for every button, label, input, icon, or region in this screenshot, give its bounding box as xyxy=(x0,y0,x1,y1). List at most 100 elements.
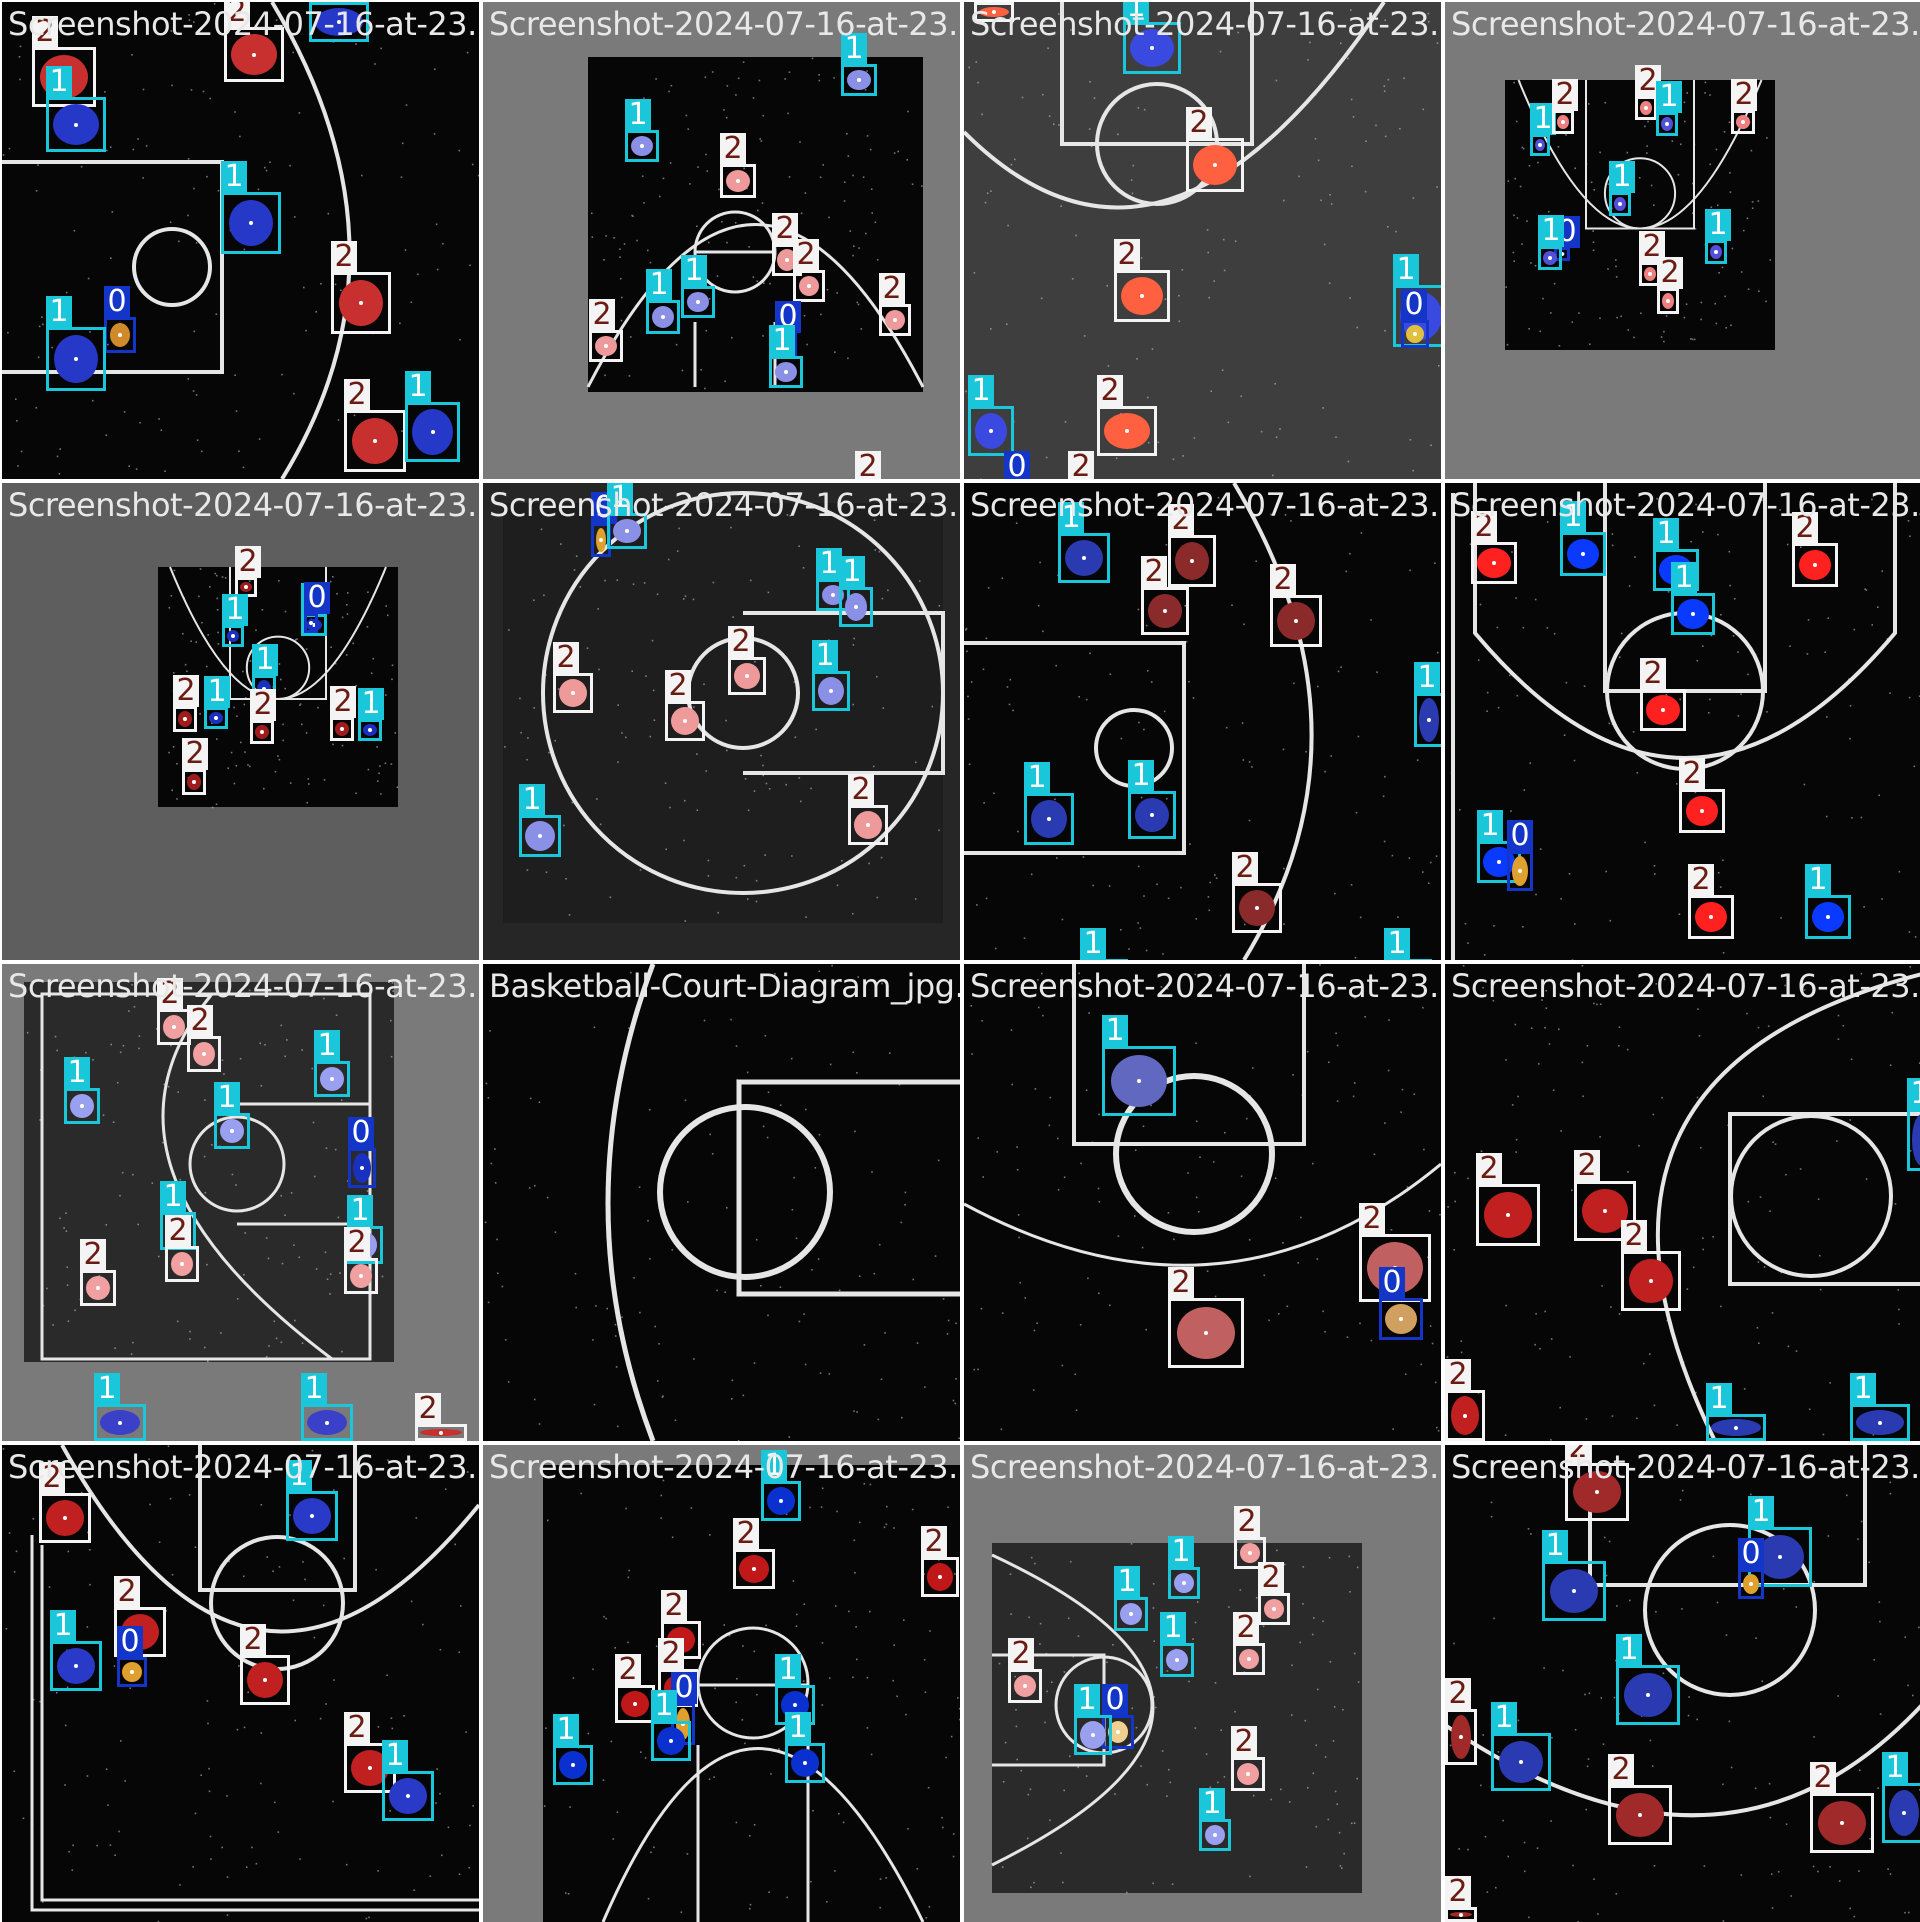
speckle xyxy=(1704,1865,1706,1867)
speckle xyxy=(1147,670,1149,672)
speckle xyxy=(216,804,218,806)
detection-box-class-2: 2 xyxy=(344,1258,378,1294)
speckle xyxy=(1329,283,1331,285)
speckle xyxy=(971,1053,973,1055)
speckle xyxy=(1609,1541,1611,1543)
speckle xyxy=(225,577,227,579)
speckle xyxy=(1142,1247,1144,1249)
speckle xyxy=(990,190,992,192)
speckle xyxy=(882,598,884,600)
speckle xyxy=(1785,1174,1787,1176)
player-marker xyxy=(1237,1763,1259,1785)
speckle xyxy=(633,1277,635,1279)
speckle xyxy=(852,255,854,257)
speckle xyxy=(1168,1212,1170,1214)
speckle xyxy=(284,1214,286,1216)
detection-box-class-0: 0 xyxy=(1379,1298,1423,1340)
speckle xyxy=(391,763,393,765)
marker-dot xyxy=(1734,1426,1738,1430)
speckle xyxy=(203,91,205,93)
marker-dot xyxy=(752,1567,756,1571)
speckle xyxy=(844,181,846,183)
speckle xyxy=(1512,1104,1514,1106)
marker-dot xyxy=(1691,612,1695,616)
speckle xyxy=(762,335,764,337)
speckle xyxy=(146,145,148,147)
speckle xyxy=(1297,1262,1299,1264)
speckle xyxy=(871,1754,873,1756)
player-marker xyxy=(1812,902,1844,932)
detection-box-class-2: 2 xyxy=(921,1557,959,1597)
speckle xyxy=(21,451,23,453)
speckle xyxy=(1520,186,1522,188)
speckle xyxy=(896,1696,898,1698)
speckle xyxy=(685,595,687,597)
speckle xyxy=(200,1774,202,1776)
speckle xyxy=(1025,1297,1027,1299)
marker-dot xyxy=(1561,120,1565,124)
player-marker xyxy=(1677,599,1709,629)
speckle xyxy=(1755,1788,1757,1790)
player-marker xyxy=(1567,539,1599,569)
marker-dot xyxy=(1700,809,1704,813)
speckle xyxy=(897,151,899,153)
player-marker xyxy=(247,1662,283,1698)
speckle xyxy=(168,1446,170,1448)
speckle xyxy=(760,755,762,757)
speckle xyxy=(789,1436,791,1438)
detection-box-class-1: 1 xyxy=(1882,1783,1920,1843)
speckle xyxy=(217,609,219,611)
speckle xyxy=(1241,1176,1243,1178)
detection-box-class-1: 1 xyxy=(1907,1109,1920,1171)
speckle xyxy=(1164,711,1166,713)
speckle xyxy=(649,1109,651,1111)
speckle xyxy=(1846,1495,1848,1497)
speckle xyxy=(1144,109,1146,111)
speckle xyxy=(617,1811,619,1813)
player-marker xyxy=(1624,1673,1672,1717)
speckle xyxy=(274,1321,276,1323)
speckle xyxy=(1633,337,1635,339)
speckle xyxy=(1700,1147,1702,1149)
speckle xyxy=(805,1109,807,1111)
speckle xyxy=(1137,922,1139,924)
speckle xyxy=(1771,1873,1773,1875)
speckle xyxy=(1854,629,1856,631)
player-marker xyxy=(339,280,383,326)
class-label: 2 xyxy=(1233,1612,1259,1644)
speckle xyxy=(1654,865,1656,867)
marker-dot xyxy=(63,1516,67,1520)
speckle xyxy=(756,901,758,903)
player-marker xyxy=(1557,115,1569,129)
speckle xyxy=(724,381,726,383)
speckle xyxy=(795,737,797,739)
speckle xyxy=(631,215,633,217)
speckle xyxy=(1357,327,1359,329)
marker-dot xyxy=(80,1104,84,1108)
speckle xyxy=(1684,121,1686,123)
player-marker xyxy=(726,170,750,192)
speckle xyxy=(705,77,707,79)
speckle xyxy=(901,1222,903,1224)
speckle xyxy=(1011,1084,1013,1086)
speckle xyxy=(1505,1305,1507,1307)
speckle xyxy=(411,1601,413,1603)
speckle xyxy=(1351,1823,1353,1825)
speckle xyxy=(1062,1365,1064,1367)
speckle xyxy=(1762,1680,1764,1682)
speckle xyxy=(502,1286,504,1288)
speckle xyxy=(1264,1275,1266,1277)
speckle xyxy=(105,434,107,436)
speckle xyxy=(33,1518,35,1520)
speckle xyxy=(1526,220,1528,222)
speckle xyxy=(915,762,917,764)
speckle xyxy=(587,647,589,649)
speckle xyxy=(16,420,18,422)
speckle xyxy=(965,629,967,631)
speckle xyxy=(293,1244,295,1246)
speckle xyxy=(212,807,214,809)
speckle xyxy=(726,750,728,752)
mosaic-tile: 1202Screenshot-2024-07-16-at-23.27.12_pn… xyxy=(964,964,1441,1441)
speckle xyxy=(768,1891,770,1893)
speckle xyxy=(917,1868,919,1870)
